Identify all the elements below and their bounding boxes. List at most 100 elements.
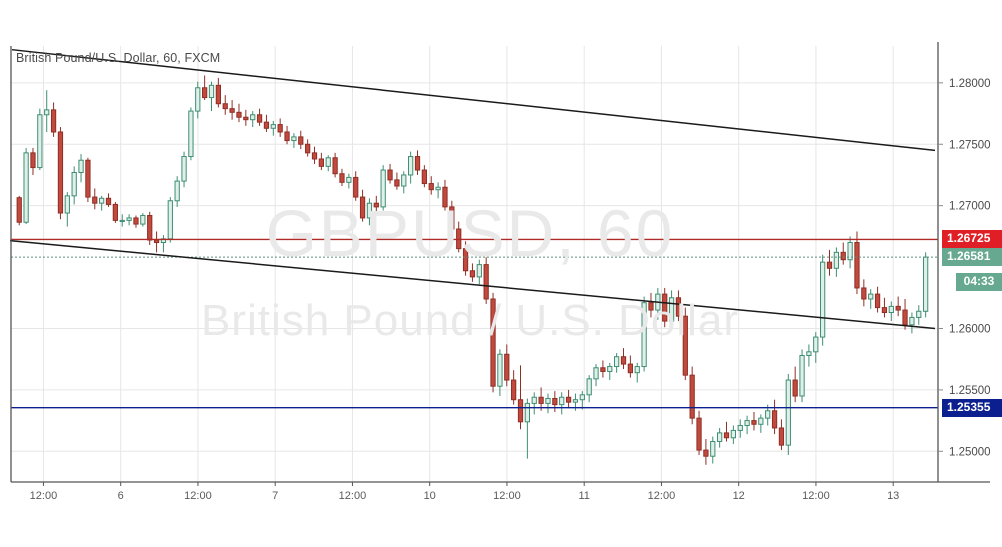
candle-body xyxy=(668,297,675,322)
trendlines-layer xyxy=(9,48,936,330)
candlestick xyxy=(792,366,798,403)
candlestick xyxy=(188,107,194,161)
candlestick xyxy=(250,111,256,128)
candlestick xyxy=(730,425,736,444)
plot-layer xyxy=(16,75,929,465)
candlestick xyxy=(620,348,627,370)
candle-body xyxy=(174,180,180,202)
candle-body xyxy=(318,158,324,167)
time-axis-label: 6 xyxy=(118,490,124,502)
candle-body xyxy=(524,402,530,423)
candle-body xyxy=(30,152,36,169)
candle-body xyxy=(744,420,750,426)
candlestick xyxy=(668,290,675,331)
candle-body xyxy=(462,248,469,272)
last-price-tag[interactable]: 1.26581 xyxy=(942,248,1002,267)
candlestick xyxy=(373,195,379,212)
candlestick xyxy=(771,399,778,435)
candlestick xyxy=(215,77,222,108)
candlestick xyxy=(263,114,270,132)
candle-body xyxy=(476,264,482,278)
time-axis-label: 12:00 xyxy=(493,490,521,502)
candle-body xyxy=(874,293,881,309)
candlestick xyxy=(442,179,448,211)
price-axis-label: 1.26000 xyxy=(949,323,991,335)
lower-resistance[interactable] xyxy=(9,239,936,330)
candlestick xyxy=(339,168,345,187)
candlestick xyxy=(256,108,263,126)
candle-body xyxy=(64,195,70,214)
candle-body xyxy=(785,379,791,446)
candlestick xyxy=(64,192,70,227)
candlestick xyxy=(854,231,860,295)
candlestick xyxy=(758,414,764,433)
candlestick xyxy=(332,152,338,178)
candlestick xyxy=(710,436,716,464)
candle-body xyxy=(23,152,29,223)
candle-body xyxy=(847,242,853,261)
candlestick xyxy=(236,103,242,123)
candlestick xyxy=(37,108,43,171)
candlestick xyxy=(785,373,791,455)
candle-body xyxy=(421,169,427,185)
candle-body xyxy=(923,256,929,312)
candlestick xyxy=(298,130,304,150)
candle-body xyxy=(833,251,839,269)
grid-layer xyxy=(11,46,938,482)
candle-body xyxy=(826,261,833,269)
candle-body xyxy=(579,394,585,401)
candle-body xyxy=(298,136,304,145)
candlestick xyxy=(881,297,888,318)
candle-body xyxy=(909,316,915,326)
candle-body xyxy=(119,219,125,222)
candlestick xyxy=(531,392,537,415)
candlestick xyxy=(208,81,215,112)
candlestick xyxy=(462,241,469,276)
support-price-tag[interactable]: 1.25355 xyxy=(942,398,1002,417)
candle-body xyxy=(682,315,688,376)
candle-body xyxy=(758,417,764,425)
candle-body xyxy=(37,114,43,169)
candlestick xyxy=(428,176,434,195)
candle-body xyxy=(820,261,826,338)
ask-price-tag[interactable]: 1.26725 xyxy=(942,230,1002,249)
candlestick xyxy=(229,100,235,120)
candlestick xyxy=(195,81,201,119)
candle-body xyxy=(188,110,194,158)
candle-body xyxy=(85,159,91,198)
candlestick xyxy=(847,236,853,269)
candle-body xyxy=(895,305,901,311)
time-axis-label: 12 xyxy=(733,490,745,502)
bar-countdown-tag: 04:33 xyxy=(956,273,1002,292)
candle-body xyxy=(449,206,455,230)
candlestick xyxy=(202,75,208,101)
candle-body xyxy=(50,109,57,133)
candle-body xyxy=(675,297,682,317)
candlestick xyxy=(559,392,565,415)
candle-body xyxy=(565,396,572,403)
candlestick xyxy=(751,411,757,431)
candlestick xyxy=(517,365,524,430)
candlestick xyxy=(909,312,915,334)
candle-body xyxy=(778,427,785,446)
candlestick xyxy=(634,362,640,383)
candlestick xyxy=(840,242,846,265)
candlestick xyxy=(394,172,400,190)
candle-body xyxy=(442,186,448,208)
candle-body xyxy=(490,298,496,387)
candle-body xyxy=(916,310,922,318)
candlestick xyxy=(545,393,551,414)
upper-resistance[interactable] xyxy=(11,48,936,152)
candlestick xyxy=(497,349,503,397)
candlestick xyxy=(607,362,613,381)
candlestick xyxy=(277,118,283,137)
axis-frame xyxy=(10,42,990,483)
candle-body xyxy=(394,179,400,187)
candlestick xyxy=(57,127,64,220)
candle-body xyxy=(881,307,888,314)
candle-body xyxy=(208,84,215,99)
candlestick xyxy=(627,355,633,378)
candlestick xyxy=(222,95,228,115)
